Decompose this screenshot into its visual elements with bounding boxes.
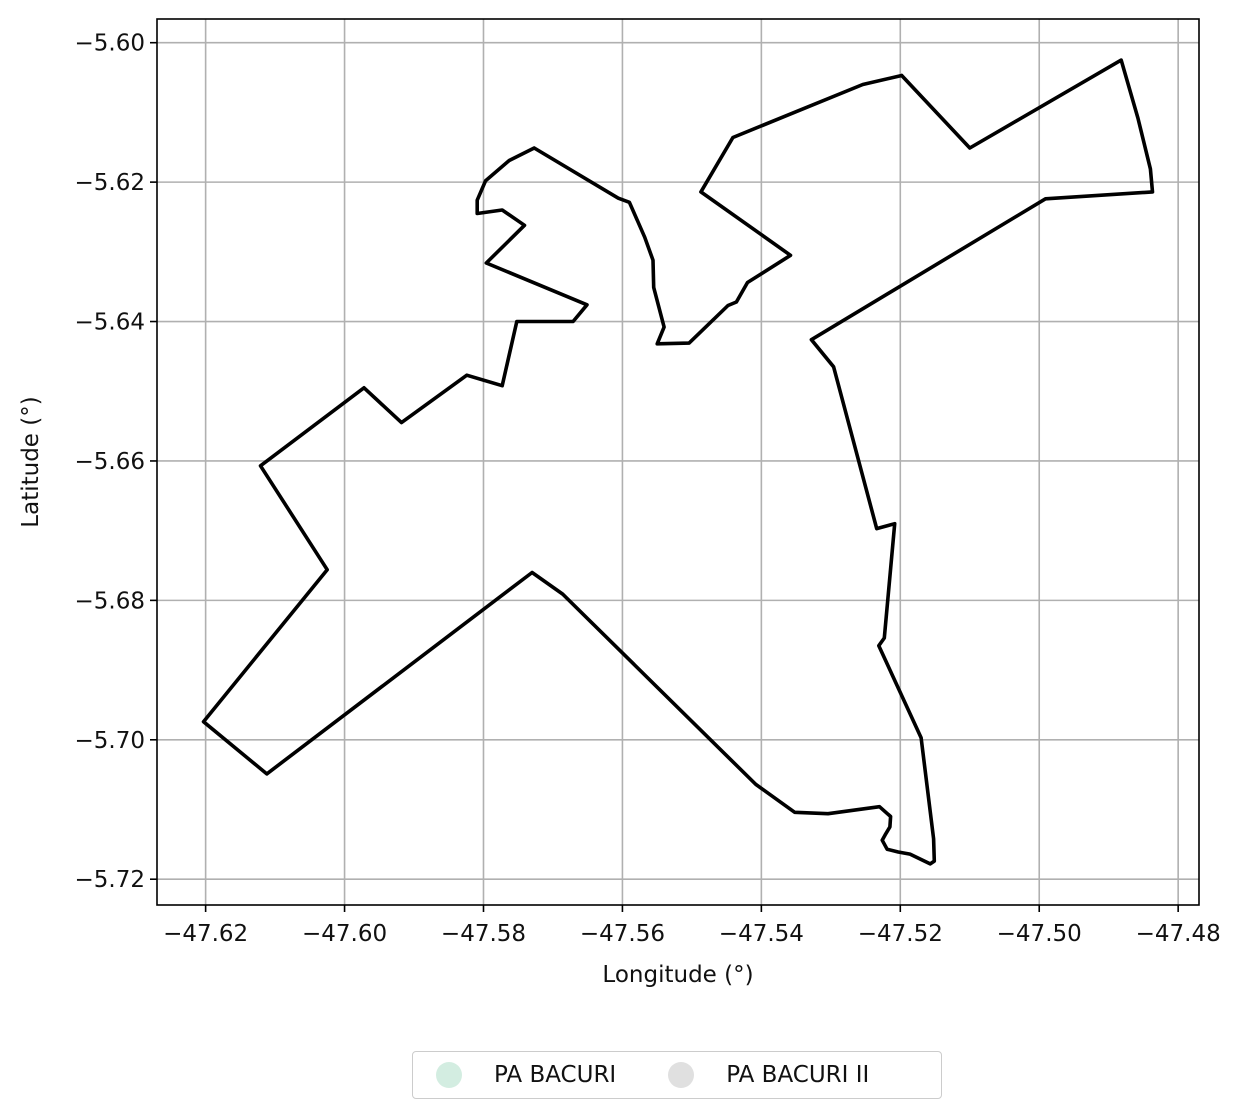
plot-background [157,19,1199,905]
y-tick-label: −5.70 [75,728,145,754]
x-tick-label: −47.60 [302,921,387,947]
ticks: −47.62 −47.60 −47.58 −47.56 −47.54 −47.52 −47.… [75,31,1221,947]
y-tick-label: −5.66 [75,449,145,475]
legend-marker-circle-icon [668,1062,695,1088]
y-axis-label: Latitude (°) [18,396,44,527]
x-tick-label: −47.52 [858,921,943,947]
plot-frame [156,18,1200,906]
legend-item-pa-bacuri: PA BACURI [436,1062,616,1088]
x-axis-label: Longitude (°) [602,962,753,988]
series-layer [201,58,1155,866]
legend-item-pa-bacuri-ii: PA BACURI II [668,1062,869,1088]
x-tick-label: −47.58 [441,921,526,947]
legend: PA BACURI PA BACURI II [412,1051,942,1099]
grid [157,19,1199,905]
x-tick-label: −47.48 [1136,921,1221,947]
y-tick-label: −5.62 [75,170,145,196]
x-tick-label: −47.56 [580,921,665,947]
y-tick-label: −5.72 [75,867,145,893]
y-tick-label: −5.68 [75,588,145,614]
legend-label: PA BACURI [494,1062,617,1088]
legend-label: PA BACURI II [726,1062,870,1088]
boundary-polygon [201,58,1155,866]
y-tick-label: −5.64 [75,310,145,336]
x-tick-label: −47.54 [719,921,804,947]
x-tick-label: −47.50 [997,921,1082,947]
y-tick-label: −5.60 [75,31,145,57]
legend-marker-circle-icon [436,1062,462,1088]
x-tick-label: −47.62 [163,921,248,947]
